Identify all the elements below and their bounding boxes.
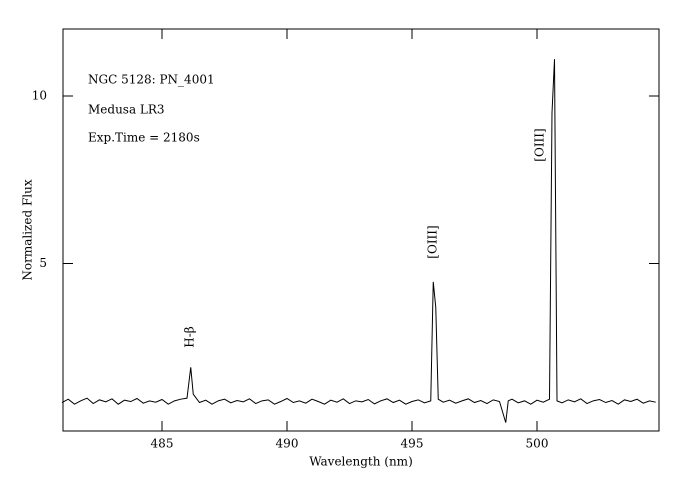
spectrum-line [61, 59, 656, 423]
line-label: [OIII] [533, 128, 547, 161]
x-axis-label: Wavelength (nm) [309, 455, 413, 469]
y-tick-label: 5 [39, 256, 47, 270]
x-tick-label: 490 [276, 437, 299, 451]
plot-frame [62, 28, 660, 432]
note: Exp.Time = 2180s [88, 131, 200, 145]
x-tick-label: 500 [526, 437, 549, 451]
y-tick-label: 10 [32, 89, 47, 103]
line-label: H-β [183, 326, 197, 348]
y-axis-label: Normalized Flux [21, 179, 35, 280]
note: NGC 5128: PN_4001 [88, 73, 215, 87]
line-label: [OIII] [426, 225, 440, 258]
x-tick-label: 495 [401, 437, 424, 451]
note: Medusa LR3 [88, 103, 165, 117]
x-tick-label: 485 [151, 437, 174, 451]
